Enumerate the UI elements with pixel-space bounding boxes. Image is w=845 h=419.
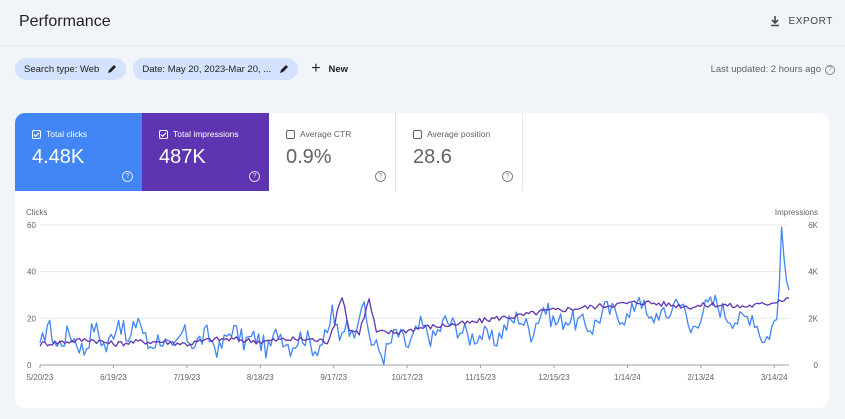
x-tick-label: 11/15/23: [465, 373, 496, 382]
metric-label: Total impressions: [173, 129, 239, 139]
pencil-icon: [280, 65, 289, 73]
export-button[interactable]: EXPORT: [769, 15, 833, 27]
y2-tick-label: 6K: [808, 221, 818, 230]
x-tick-label: 7/19/23: [174, 373, 201, 382]
search-type-filter-label: Search type: Web: [24, 63, 100, 75]
new-filter-button[interactable]: + New: [311, 61, 348, 77]
checkbox-checked-icon: [32, 129, 41, 139]
y2-axis-label: Impressions: [775, 208, 818, 217]
series-line-impressions: [39, 297, 790, 347]
performance-card: Total clicks 4.48K ? Total impressions 4…: [15, 113, 829, 408]
metric-average-position[interactable]: Average position 28.6 ?: [396, 113, 523, 191]
y2-tick-label: 0: [814, 361, 819, 370]
new-filter-label: New: [328, 63, 349, 75]
series-line-clicks: [39, 226, 790, 366]
x-tick-label: 12/15/23: [538, 373, 570, 382]
metric-label: Total clicks: [46, 129, 88, 139]
x-tick-label: 3/14/24: [761, 373, 788, 382]
metric-total-impressions[interactable]: Total impressions 487K ?: [142, 113, 269, 191]
x-tick-label: 5/20/23: [27, 373, 54, 382]
filter-bar: Search type: Web Date: May 20, 2023-Mar …: [15, 57, 348, 81]
y-tick-label: 20: [27, 314, 36, 323]
checkbox-unchecked-icon: [413, 129, 422, 139]
y-tick-label: 40: [27, 268, 36, 277]
help-icon[interactable]: ?: [502, 171, 513, 182]
checkbox-checked-icon: [159, 129, 168, 139]
checkbox-unchecked-icon: [286, 129, 295, 139]
search-type-filter-chip[interactable]: Search type: Web: [15, 58, 127, 80]
date-filter-chip[interactable]: Date: May 20, 2023-Mar 20, ...: [133, 58, 299, 80]
x-tick-label: 6/19/23: [100, 373, 127, 382]
x-tick-label: 2/13/24: [687, 373, 714, 382]
metric-total-clicks[interactable]: Total clicks 4.48K ?: [15, 113, 142, 191]
x-tick-label: 8/18/23: [247, 373, 274, 382]
top-bar: Performance EXPORT: [0, 0, 845, 46]
y2-tick-label: 4K: [808, 268, 818, 277]
x-tick-label: 1/14/24: [614, 373, 641, 382]
date-filter-label: Date: May 20, 2023-Mar 20, ...: [142, 63, 272, 75]
y2-tick-label: 2K: [808, 314, 818, 323]
y-tick-label: 0: [27, 361, 32, 370]
last-updated: Last updated: 2 hours ago ?: [711, 64, 835, 75]
help-icon[interactable]: ?: [825, 64, 835, 75]
metric-value: 28.6: [413, 146, 452, 168]
download-icon: [771, 16, 780, 27]
metric-value: 4.48K: [32, 146, 85, 168]
export-label: EXPORT: [788, 15, 833, 27]
performance-chart-svg: 0 20 40 60 0 2K 4K 6K Clicks Impressions 5/20/23 6/…: [26, 208, 819, 382]
metric-label: Average CTR: [300, 129, 352, 139]
x-tick-label: 9/17/23: [320, 373, 347, 382]
help-icon[interactable]: ?: [375, 171, 386, 182]
performance-chart: 0 20 40 60 0 2K 4K 6K Clicks Impressions 5/20/23 6/…: [15, 191, 829, 408]
last-updated-text: Last updated: 2 hours ago: [710, 64, 821, 75]
metric-value: 487K: [159, 146, 206, 168]
metric-label: Average position: [427, 129, 491, 139]
x-tick-label: 10/17/23: [392, 373, 424, 382]
page-title: Performance: [19, 13, 111, 30]
metric-tabs: Total clicks 4.48K ? Total impressions 4…: [15, 113, 523, 191]
y-tick-label: 60: [27, 221, 36, 230]
plus-icon: +: [311, 60, 321, 77]
metric-value: 0.9%: [286, 146, 332, 168]
metric-average-ctr[interactable]: Average CTR 0.9% ?: [269, 113, 396, 191]
pencil-icon: [108, 65, 117, 73]
help-icon[interactable]: ?: [122, 171, 133, 182]
help-icon[interactable]: ?: [249, 171, 260, 182]
y-axis-label: Clicks: [26, 208, 47, 217]
